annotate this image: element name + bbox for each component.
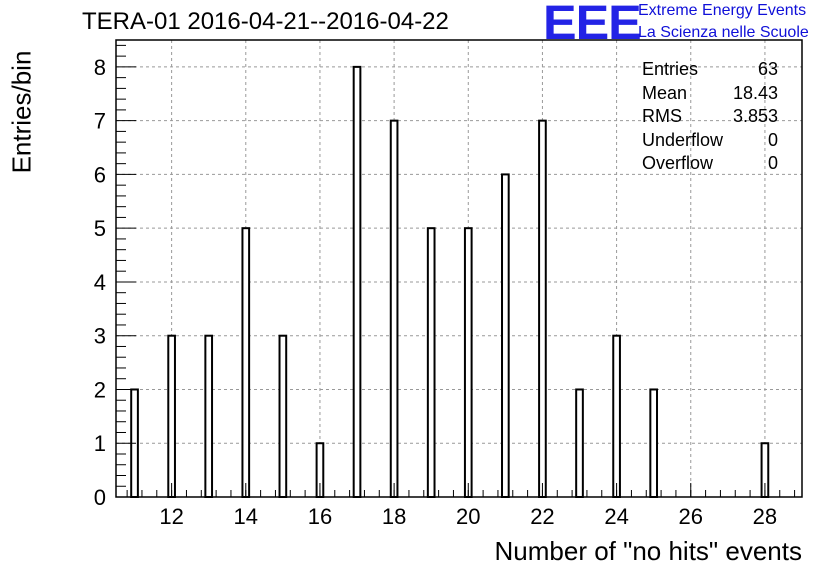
stat-value: 0 xyxy=(767,129,778,150)
x-tick-label: 26 xyxy=(679,504,703,529)
stat-label: Underflow xyxy=(642,129,724,150)
stat-value: 18.43 xyxy=(732,82,778,103)
stat-value: 3.853 xyxy=(732,106,778,126)
y-tick-label: 3 xyxy=(94,324,106,349)
histogram-bar xyxy=(501,173,510,498)
y-tick-label: 2 xyxy=(94,377,106,402)
histogram-bar xyxy=(426,227,436,498)
y-tick-label: 4 xyxy=(94,270,106,295)
x-axis-label: Number of "no hits" events xyxy=(494,536,803,566)
y-axis-label: Entries/bin xyxy=(6,50,37,174)
stat-row-entries: Entries 63 xyxy=(642,58,778,82)
y-tick-label: 0 xyxy=(94,485,106,510)
histogram-bar xyxy=(649,388,659,498)
histogram-bar xyxy=(278,334,288,498)
histogram-bar xyxy=(575,388,584,498)
x-tick-label: 12 xyxy=(159,504,183,529)
y-tick-label: 5 xyxy=(94,216,106,241)
x-tick-label: 16 xyxy=(308,504,332,529)
plot-frame xyxy=(115,39,803,498)
stat-row-underflow: Underflow 0 xyxy=(642,129,778,153)
x-tick-label: 18 xyxy=(382,504,406,529)
histogram-bar xyxy=(167,334,176,498)
y-tick-label: 7 xyxy=(94,109,106,134)
histogram-bar xyxy=(204,334,214,498)
x-tick-label: 28 xyxy=(753,504,777,529)
stats-box: Entries 63 Mean 18.43 RMS 3.853 Underflo… xyxy=(642,58,778,176)
axis-ticks xyxy=(116,44,796,498)
stat-label: RMS xyxy=(642,106,682,126)
eee-logo: EEE xyxy=(543,0,642,50)
stat-row-rms: RMS 3.853 xyxy=(642,105,778,129)
x-tick-label: 22 xyxy=(530,504,554,529)
x-tick-label: 24 xyxy=(604,504,628,529)
logo-tagline-1: Extreme Energy Events xyxy=(638,2,807,19)
histogram-bar xyxy=(352,65,362,498)
stat-label: Mean xyxy=(642,82,688,103)
stat-row-mean: Mean 18.43 xyxy=(642,82,778,106)
chart-title: TERA-01 2016-04-21--2016-04-22 xyxy=(82,8,449,35)
histogram-bar xyxy=(612,334,621,498)
histogram-bar xyxy=(389,119,399,498)
histogram-bars xyxy=(130,65,770,498)
histogram-bar xyxy=(538,119,547,498)
y-tick-label: 6 xyxy=(94,162,106,187)
stat-label: Overflow xyxy=(642,153,714,173)
stat-value: 0 xyxy=(767,153,778,173)
logo-tagline-2: La Scienza nelle Scuole xyxy=(638,24,809,41)
x-tick-label: 20 xyxy=(456,504,480,529)
stat-value: 63 xyxy=(757,59,778,79)
histogram-bar xyxy=(241,227,251,498)
histogram-bar xyxy=(463,227,473,498)
y-tick-label: 1 xyxy=(94,431,106,456)
stat-row-overflow: Overflow 0 xyxy=(642,152,778,176)
x-tick-label: 14 xyxy=(234,504,258,529)
y-tick-label: 8 xyxy=(94,55,106,80)
stat-label: Entries xyxy=(642,59,699,79)
